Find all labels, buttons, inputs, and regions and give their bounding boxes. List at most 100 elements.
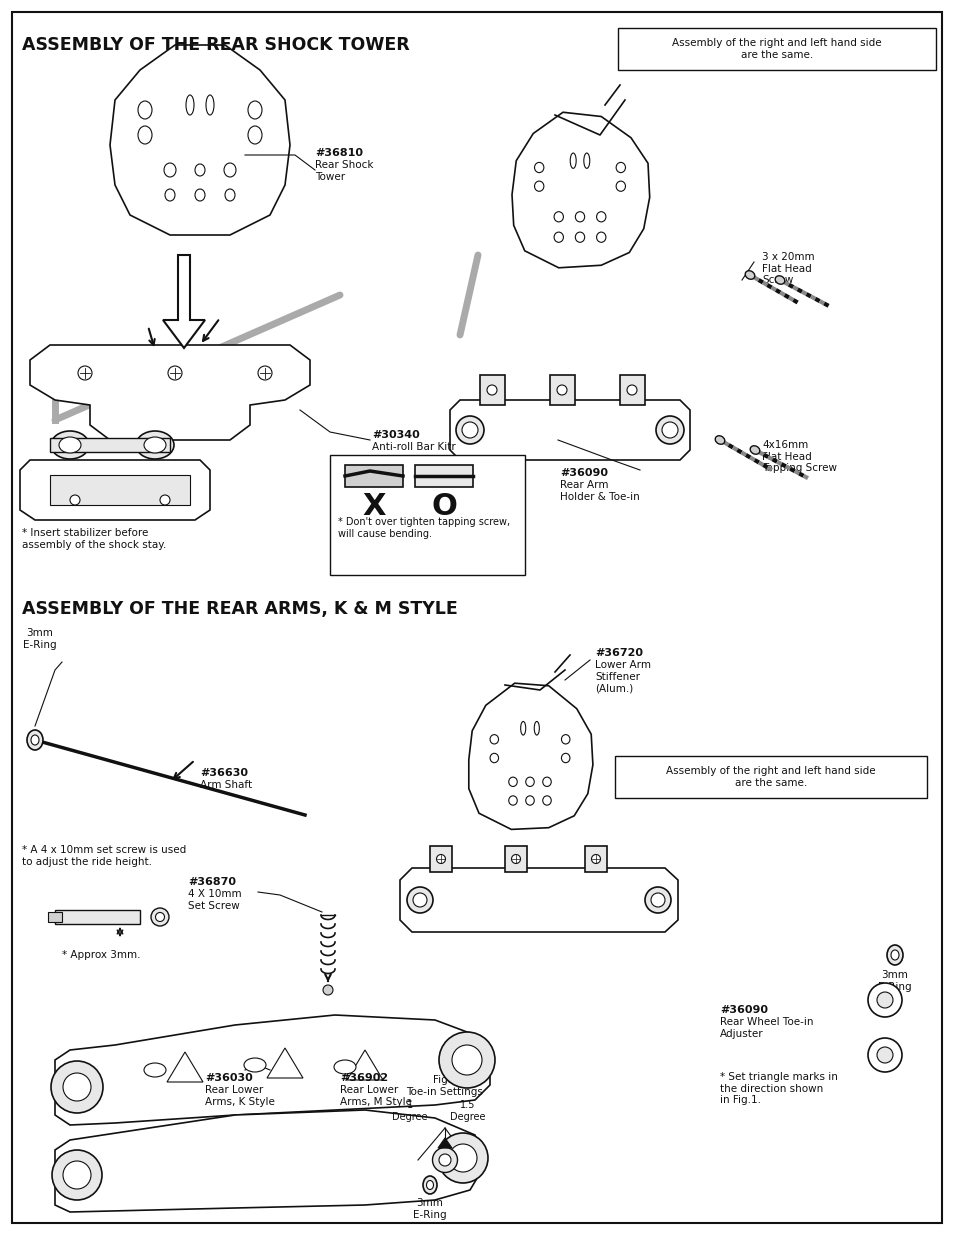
Ellipse shape [438, 1032, 495, 1088]
Ellipse shape [164, 163, 175, 177]
Ellipse shape [525, 777, 534, 787]
Ellipse shape [438, 1153, 451, 1166]
Ellipse shape [461, 422, 477, 438]
Polygon shape [163, 254, 205, 348]
Text: ASSEMBLY OF THE REAR SHOCK TOWER: ASSEMBLY OF THE REAR SHOCK TOWER [22, 36, 410, 54]
Text: * Set triangle marks in
the direction shown
in Fig.1.: * Set triangle marks in the direction sh… [720, 1072, 837, 1105]
Ellipse shape [138, 101, 152, 119]
Ellipse shape [206, 95, 213, 115]
Text: Assembly of the right and left hand side
are the same.: Assembly of the right and left hand side… [665, 766, 875, 788]
Ellipse shape [30, 735, 39, 745]
Text: 1
Degree: 1 Degree [392, 1100, 427, 1121]
Bar [415, 466, 473, 487]
Ellipse shape [194, 164, 205, 177]
Polygon shape [267, 1049, 303, 1078]
Bar [430, 846, 452, 872]
Text: #30340: #30340 [372, 430, 419, 440]
Text: 3mm
E-Ring: 3mm E-Ring [413, 1198, 446, 1220]
Ellipse shape [525, 795, 534, 805]
Bar [479, 375, 504, 405]
Text: Assembly of the right and left hand side
are the same.: Assembly of the right and left hand side… [672, 38, 881, 59]
Ellipse shape [407, 887, 433, 913]
Ellipse shape [138, 126, 152, 144]
Ellipse shape [656, 416, 683, 445]
Bar [345, 466, 402, 487]
Ellipse shape [554, 232, 563, 242]
Ellipse shape [144, 437, 166, 453]
Ellipse shape [160, 495, 170, 505]
Ellipse shape [155, 913, 164, 921]
Ellipse shape [591, 855, 599, 863]
Ellipse shape [168, 366, 182, 380]
Ellipse shape [542, 777, 551, 787]
Ellipse shape [596, 232, 605, 242]
Ellipse shape [554, 211, 563, 222]
Ellipse shape [63, 1073, 91, 1100]
Polygon shape [167, 1052, 203, 1082]
Ellipse shape [867, 1037, 901, 1072]
Polygon shape [399, 868, 678, 932]
Text: Rear Wheel Toe-in
Adjuster: Rear Wheel Toe-in Adjuster [720, 1016, 813, 1039]
Ellipse shape [867, 983, 901, 1016]
Text: X: X [362, 492, 385, 521]
Bar [584, 846, 606, 872]
Bar [330, 454, 524, 576]
Ellipse shape [413, 893, 427, 906]
Ellipse shape [890, 950, 898, 960]
Ellipse shape [575, 232, 584, 242]
Ellipse shape [165, 189, 174, 201]
Ellipse shape [508, 777, 517, 787]
Text: #36810: #36810 [314, 148, 363, 158]
Text: Rear Shock
Tower: Rear Shock Tower [314, 161, 374, 182]
Text: #36090: #36090 [559, 468, 607, 478]
Text: Rear Lower
Arms, K Style: Rear Lower Arms, K Style [205, 1086, 274, 1107]
Ellipse shape [63, 1161, 91, 1189]
Ellipse shape [534, 721, 538, 735]
Ellipse shape [876, 1047, 892, 1063]
Ellipse shape [432, 1147, 457, 1172]
Ellipse shape [78, 366, 91, 380]
Text: #36030: #36030 [205, 1073, 253, 1083]
Polygon shape [55, 1015, 490, 1125]
Text: Rear Arm
Holder & Toe-in: Rear Arm Holder & Toe-in [559, 480, 639, 501]
Text: 3mm
E-Ring: 3mm E-Ring [878, 969, 911, 992]
Text: #36870: #36870 [188, 877, 235, 887]
Ellipse shape [490, 735, 498, 743]
Bar [50, 475, 190, 505]
Bar [550, 375, 575, 405]
Ellipse shape [534, 162, 543, 173]
Ellipse shape [151, 908, 169, 926]
Ellipse shape [244, 1058, 266, 1072]
Bar [504, 846, 526, 872]
Ellipse shape [661, 422, 678, 438]
Ellipse shape [51, 1061, 103, 1113]
Ellipse shape [490, 753, 498, 763]
Ellipse shape [561, 735, 569, 743]
Ellipse shape [876, 992, 892, 1008]
Ellipse shape [27, 730, 43, 750]
Ellipse shape [557, 385, 566, 395]
Polygon shape [450, 400, 689, 459]
Text: ASSEMBLY OF THE REAR ARMS, K & M STYLE: ASSEMBLY OF THE REAR ARMS, K & M STYLE [22, 600, 457, 618]
Bar [50, 438, 170, 452]
Text: #36630: #36630 [200, 768, 248, 778]
Ellipse shape [70, 495, 80, 505]
Text: 3 x 20mm
Flat Head
Screw: 3 x 20mm Flat Head Screw [761, 252, 814, 285]
Ellipse shape [136, 431, 173, 459]
Ellipse shape [257, 366, 272, 380]
Ellipse shape [422, 1176, 436, 1194]
Ellipse shape [626, 385, 637, 395]
Ellipse shape [511, 855, 520, 863]
Ellipse shape [616, 162, 625, 173]
Polygon shape [20, 459, 210, 520]
Ellipse shape [561, 753, 569, 763]
Ellipse shape [224, 163, 235, 177]
Ellipse shape [644, 887, 670, 913]
Text: Lower Arm
Stiffener
(Alum.): Lower Arm Stiffener (Alum.) [595, 659, 650, 693]
Ellipse shape [542, 795, 551, 805]
Text: Arm Shaft: Arm Shaft [200, 781, 252, 790]
Ellipse shape [650, 893, 664, 906]
Text: 4x16mm
Flat Head
Tapping Screw: 4x16mm Flat Head Tapping Screw [761, 440, 836, 473]
Ellipse shape [144, 1063, 166, 1077]
Ellipse shape [596, 211, 605, 222]
